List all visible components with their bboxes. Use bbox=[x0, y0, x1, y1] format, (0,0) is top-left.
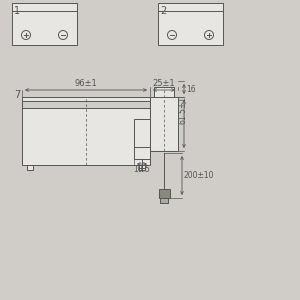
Bar bbox=[22, 101, 150, 108]
Bar bbox=[150, 97, 178, 151]
Bar bbox=[154, 87, 174, 97]
Circle shape bbox=[58, 31, 68, 40]
Circle shape bbox=[22, 31, 31, 40]
Bar bbox=[12, 3, 77, 45]
Circle shape bbox=[205, 31, 214, 40]
Bar bbox=[160, 198, 168, 203]
Text: 96±1: 96±1 bbox=[75, 80, 98, 88]
Text: 1: 1 bbox=[14, 6, 20, 16]
Bar bbox=[27, 165, 33, 170]
Text: 25±1: 25±1 bbox=[153, 80, 175, 88]
Text: 200±10: 200±10 bbox=[184, 171, 214, 180]
Text: 2: 2 bbox=[160, 6, 166, 16]
Text: 10.5: 10.5 bbox=[134, 165, 150, 174]
Circle shape bbox=[167, 31, 176, 40]
Text: 61.5±1: 61.5±1 bbox=[178, 96, 188, 124]
Bar bbox=[134, 119, 150, 147]
Bar bbox=[139, 165, 145, 170]
Text: 7: 7 bbox=[14, 90, 20, 100]
Bar bbox=[158, 189, 169, 198]
Bar bbox=[158, 3, 223, 45]
Text: 16: 16 bbox=[186, 85, 196, 94]
Bar bbox=[22, 97, 150, 165]
